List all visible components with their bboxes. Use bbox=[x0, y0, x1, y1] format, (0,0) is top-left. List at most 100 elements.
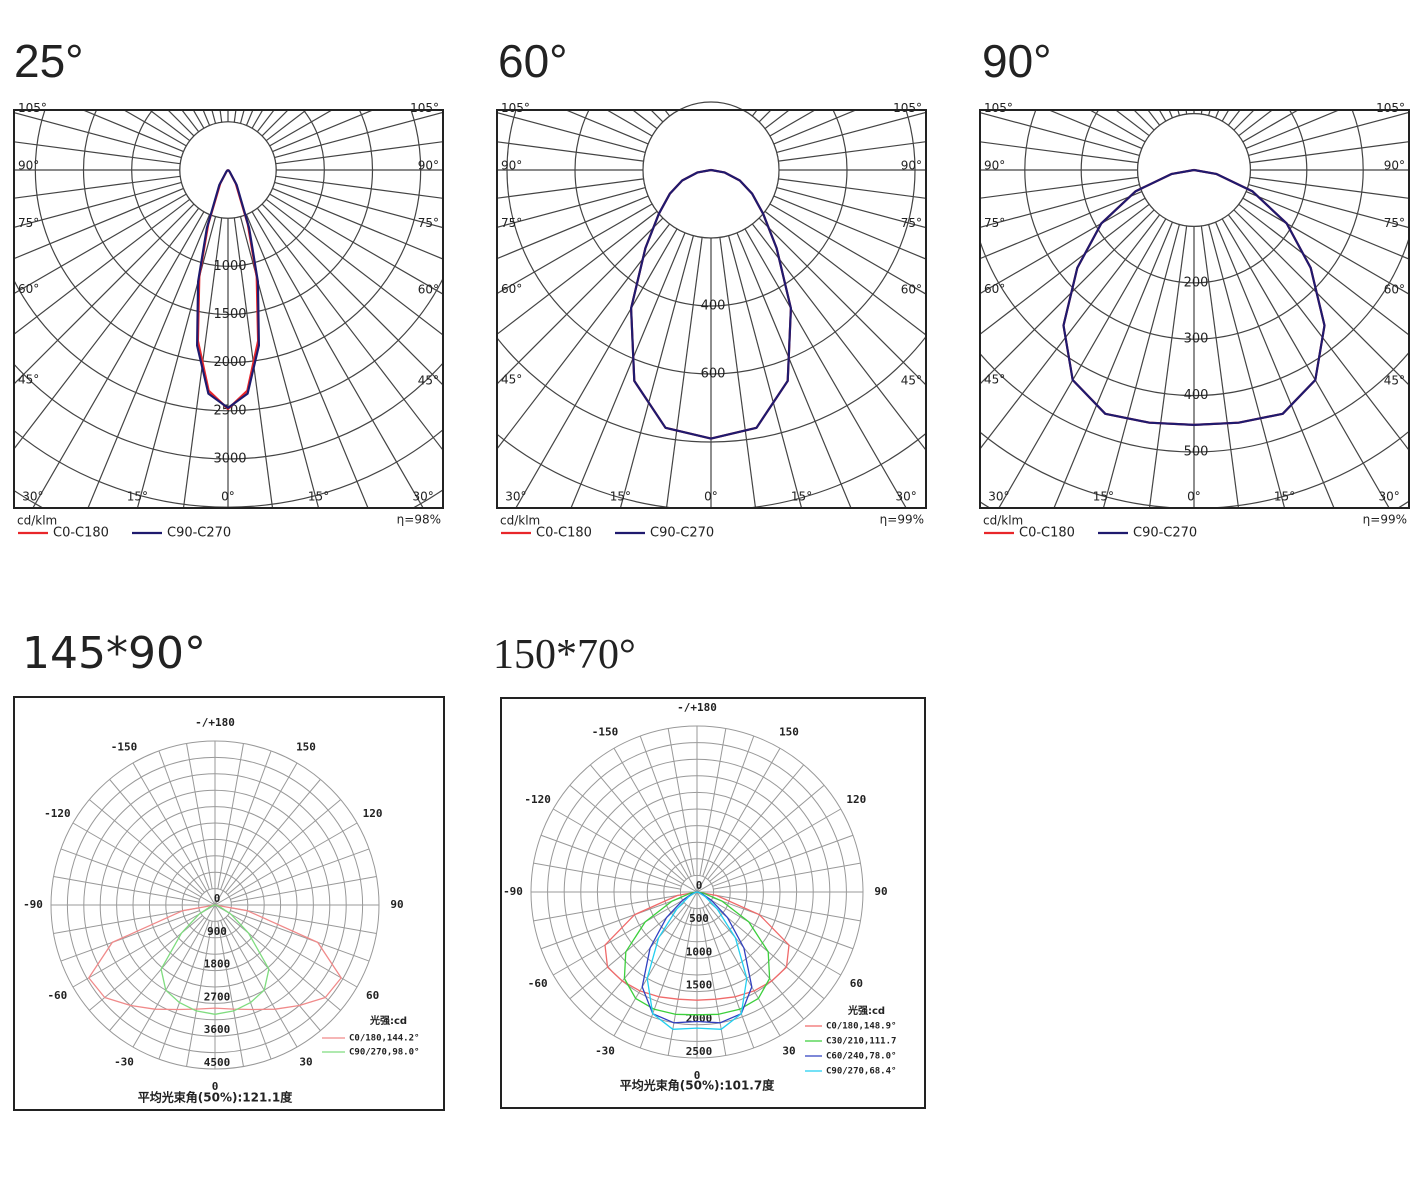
angle-label: 75° bbox=[1384, 216, 1405, 230]
angle-label: 75° bbox=[501, 216, 522, 230]
chart-title: 60° bbox=[498, 35, 568, 87]
minor-spoke bbox=[109, 779, 205, 893]
angle-label: 30° bbox=[896, 490, 917, 504]
minor-spoke bbox=[699, 728, 727, 876]
angle-label: 90° bbox=[418, 159, 439, 173]
unit-label: cd/klm bbox=[983, 514, 1023, 528]
angle-label: 60° bbox=[1384, 283, 1405, 297]
radial-tick-label: 1500 bbox=[213, 307, 246, 322]
spoke bbox=[497, 217, 664, 385]
angle-label: 60° bbox=[18, 282, 39, 296]
minor-spoke bbox=[14, 198, 191, 335]
angle-label: 0° bbox=[1187, 490, 1201, 504]
minor-spoke bbox=[230, 910, 370, 962]
angle-label: 75° bbox=[984, 216, 1005, 230]
spoke bbox=[980, 209, 1155, 385]
polar-chart: 60° 105° 90° 75° 60° 45° 30° 15° 0° 15° 30° 45° 60° 7… bbox=[496, 35, 927, 541]
angle-label: -90 bbox=[503, 885, 523, 898]
minor-spoke bbox=[272, 187, 443, 260]
angle-label: 90° bbox=[901, 159, 922, 173]
spoke bbox=[269, 193, 443, 295]
radial-tick-label: 1800 bbox=[204, 958, 231, 971]
minor-spoke bbox=[87, 214, 211, 508]
legend-label: C0/180,144.2° bbox=[349, 1034, 419, 1044]
minor-spoke bbox=[533, 862, 681, 890]
legend-title: 光强:cd bbox=[847, 1004, 885, 1017]
minor-spoke bbox=[233, 217, 274, 508]
spoke bbox=[613, 891, 698, 1037]
angle-label: 0° bbox=[704, 490, 718, 504]
minor-spoke bbox=[665, 237, 703, 508]
angle-label: 150 bbox=[779, 726, 799, 739]
legend-label: C90/270,98.0° bbox=[349, 1048, 419, 1058]
angle-label: 120 bbox=[846, 793, 866, 806]
minor-spoke bbox=[712, 897, 854, 950]
polar-chart: 145*90° -/+180 -150 150 -120 120 -90 90 -60 60 -30… bbox=[13, 628, 445, 1111]
legend-label: C0-C180 bbox=[1019, 526, 1075, 541]
radial-tick-label: 0 bbox=[214, 892, 221, 905]
angle-label: 75° bbox=[901, 216, 922, 230]
spoke bbox=[214, 904, 298, 1048]
minor-spoke bbox=[1245, 191, 1409, 260]
spoke bbox=[497, 203, 653, 295]
radial-tick-label: 2000 bbox=[213, 355, 246, 370]
spoke bbox=[769, 203, 926, 295]
minor-spoke bbox=[1249, 176, 1409, 199]
spoke bbox=[696, 891, 842, 976]
angle-label: 45° bbox=[984, 373, 1005, 387]
radial-tick-label: 2500 bbox=[686, 1045, 713, 1058]
spoke bbox=[32, 211, 205, 508]
minor-spoke bbox=[53, 876, 199, 903]
angle-label: -60 bbox=[528, 977, 548, 990]
radial-tick-label: 2700 bbox=[204, 990, 231, 1003]
spoke bbox=[696, 891, 781, 1037]
spoke bbox=[214, 822, 358, 906]
angle-label: 90° bbox=[984, 159, 1005, 173]
spoke bbox=[998, 218, 1167, 508]
angle-label: 30° bbox=[22, 490, 43, 504]
minor-spoke bbox=[589, 904, 687, 1020]
minor-spoke bbox=[751, 223, 926, 452]
minor-spoke bbox=[639, 907, 692, 1049]
minor-spoke bbox=[1249, 141, 1409, 164]
plot-frame bbox=[13, 109, 444, 509]
angle-label: 30 bbox=[782, 1044, 795, 1057]
minor-spoke bbox=[158, 920, 210, 1060]
legend-label: C60/240,78.0° bbox=[826, 1052, 896, 1062]
minor-spoke bbox=[497, 141, 644, 162]
minor-spoke bbox=[256, 207, 443, 452]
series-line bbox=[646, 891, 748, 1030]
angle-label: -120 bbox=[524, 793, 551, 806]
minor-spoke bbox=[667, 908, 695, 1056]
angle-label: 60 bbox=[850, 977, 863, 990]
radial-tick-label: 400 bbox=[701, 299, 726, 314]
minor-spoke bbox=[709, 784, 825, 882]
radial-tick-label: 1000 bbox=[686, 945, 713, 958]
grid bbox=[50, 740, 380, 1070]
legend-label: C90-C270 bbox=[167, 526, 231, 541]
spoke bbox=[1248, 184, 1409, 229]
spoke bbox=[1221, 218, 1390, 508]
angle-label: -90 bbox=[23, 898, 43, 911]
radial-tick-label: 400 bbox=[1184, 388, 1209, 403]
minor-spoke bbox=[231, 876, 377, 903]
legend-title: 光强:cd bbox=[369, 1014, 407, 1027]
minor-spoke bbox=[702, 735, 755, 877]
minor-spoke bbox=[230, 848, 370, 900]
polar-chart: 150*70° -/+180 -150 150 -120 120 -90 90 -60 60 -30… bbox=[493, 632, 926, 1109]
spoke bbox=[132, 762, 216, 906]
minor-spoke bbox=[589, 764, 687, 880]
plot-frame bbox=[500, 697, 926, 1109]
minor-spoke bbox=[1227, 214, 1409, 452]
minor-spoke bbox=[980, 176, 1139, 199]
minor-spoke bbox=[702, 907, 755, 1049]
minor-spoke bbox=[60, 910, 200, 962]
radial-tick-label: 500 bbox=[1184, 445, 1209, 460]
spoke bbox=[980, 112, 1140, 156]
series-line bbox=[160, 904, 270, 1015]
spoke bbox=[552, 808, 698, 893]
spoke bbox=[14, 112, 182, 159]
angle-label: -/+180 bbox=[677, 701, 717, 714]
radial-tick-label: 2000 bbox=[686, 1012, 713, 1025]
